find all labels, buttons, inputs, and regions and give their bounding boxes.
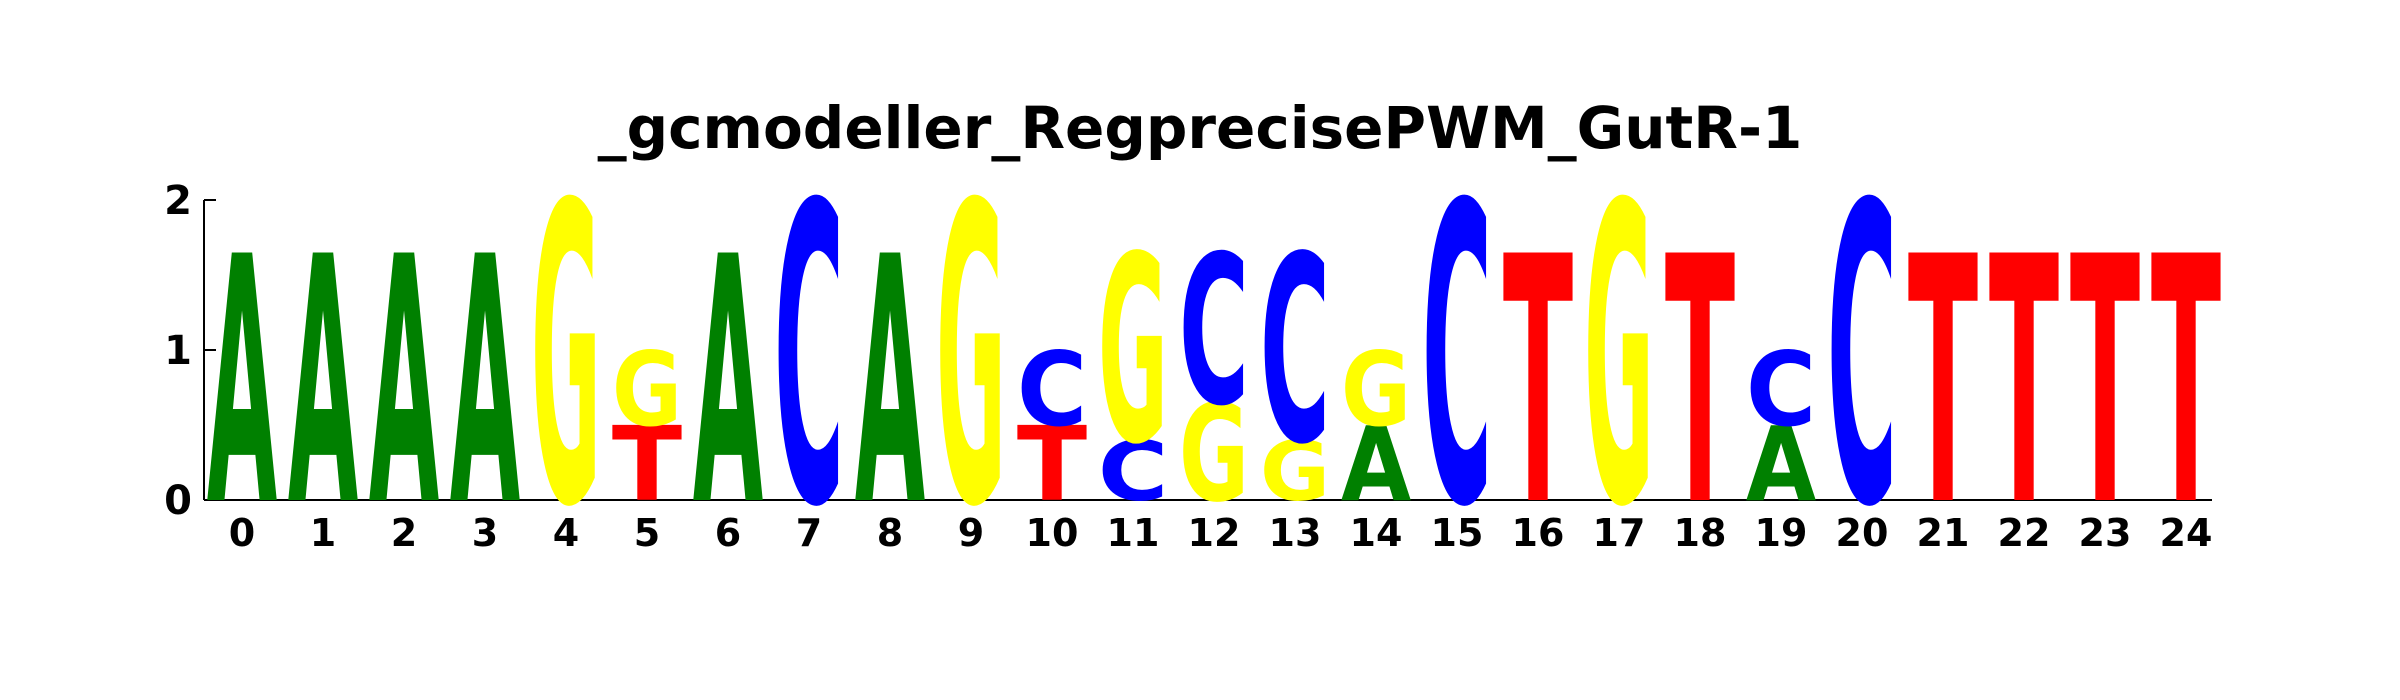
logo-letter-G: G <box>531 119 601 598</box>
logo-letter-C: C <box>1098 424 1168 520</box>
logo-letter-C: C <box>1260 201 1330 500</box>
logo-letter-T: T <box>2151 186 2221 581</box>
x-tick-label: 16 <box>1512 511 1565 555</box>
logo-letter-T: T <box>612 405 682 525</box>
y-tick-labels: 0 1 2 <box>164 178 192 524</box>
logo-letter-G: G <box>1341 330 1411 450</box>
logo-letter-A: A <box>1746 405 1816 525</box>
x-tick-label: 13 <box>1269 511 1322 555</box>
logo-letter-C: C <box>1179 212 1249 452</box>
x-tick-label: 2 <box>391 511 417 555</box>
x-tick-label: 1 <box>310 511 336 555</box>
x-tick-label: 11 <box>1107 511 1160 555</box>
x-tick-label: 4 <box>553 511 579 555</box>
x-tick-labels: 0 1 2 3 4 5 6 7 8 9 10 11 12 13 14 15 16 17 18 19 20 21 22 23 24 <box>229 511 2213 555</box>
x-tick-label: 7 <box>796 511 822 555</box>
logo-letter-C: C <box>1017 331 1087 450</box>
axes <box>203 199 2212 501</box>
x-tick-label: 21 <box>1917 511 1970 555</box>
logo-letter-A: A <box>369 184 439 580</box>
x-tick-label: 9 <box>958 511 984 555</box>
x-tick-label: 18 <box>1674 511 1727 555</box>
logo-letter-G: G <box>1260 423 1330 519</box>
logo-letter-C: C <box>1827 120 1897 598</box>
x-tick-label: 24 <box>2160 511 2213 555</box>
y-tick-label: 1 <box>164 328 192 374</box>
logo-letter-C: C <box>1422 120 1492 598</box>
x-tick-label: 17 <box>1593 511 1646 555</box>
logo-letter-G: G <box>612 330 682 450</box>
x-tick-label: 10 <box>1026 511 1079 555</box>
logo-letter-G: G <box>1098 202 1168 501</box>
y-tick-label: 0 <box>164 478 192 524</box>
logo-letter-T: T <box>1989 186 2059 581</box>
logo-letter-T: T <box>1908 186 1978 581</box>
chart-title: _gcmodeller_RegprecisePWM_GutR-1 <box>598 94 1803 162</box>
logo-letter-C: C <box>1746 331 1816 450</box>
x-tick-label: 22 <box>1998 511 2051 555</box>
x-tick-label: 23 <box>2079 511 2132 555</box>
logo-letter-C: C <box>774 120 844 598</box>
logo-letter-G: G <box>1179 377 1249 532</box>
x-tick-label: 15 <box>1431 511 1484 555</box>
logo-letter-T: T <box>1665 186 1735 581</box>
logo-letter-A: A <box>693 184 763 580</box>
x-tick-label: 0 <box>229 511 255 555</box>
logo-letter-G: G <box>1584 119 1654 598</box>
logo-letter-A: A <box>207 184 277 580</box>
x-tick-label: 5 <box>634 511 660 555</box>
x-tick-label: 3 <box>472 511 498 555</box>
logo-letter-G: G <box>936 119 1006 598</box>
x-tick-label: 19 <box>1755 511 1808 555</box>
logo-letter-A: A <box>855 184 925 580</box>
logo-letter-T: T <box>1017 405 1087 525</box>
logo-letter-T: T <box>2070 186 2140 581</box>
logo-letter-T: T <box>1503 186 1573 581</box>
x-tick-label: 12 <box>1188 511 1241 555</box>
x-tick-label: 6 <box>715 511 741 555</box>
x-tick-label: 8 <box>877 511 903 555</box>
y-tick-label: 2 <box>164 178 192 224</box>
logo-letter-A: A <box>288 184 358 580</box>
logo-letter-A: A <box>1341 405 1411 525</box>
x-tick-label: 20 <box>1836 511 1889 555</box>
logo-letter-A: A <box>450 184 520 580</box>
x-tick-label: 14 <box>1350 511 1403 555</box>
